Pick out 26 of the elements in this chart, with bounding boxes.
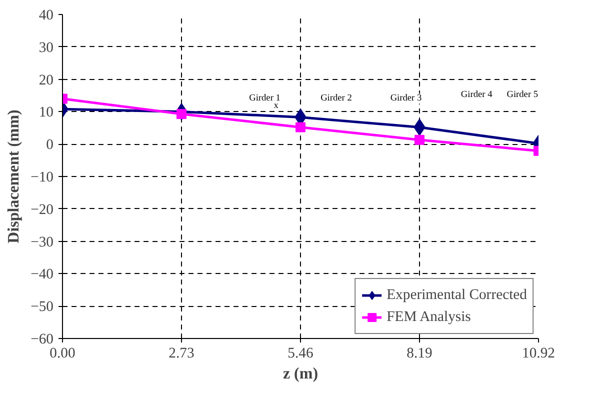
y-tick-label: 30 xyxy=(38,40,54,56)
x-tick-label: 10.92 xyxy=(522,346,555,362)
y-tick-label: 20 xyxy=(38,72,54,88)
y-tick-label: 40 xyxy=(38,8,54,24)
x-tick-label: 8.19 xyxy=(406,346,432,362)
y-tick-label: 10 xyxy=(38,104,54,121)
annotation: Girder 4 xyxy=(460,90,493,100)
x-tick-label: 2.73 xyxy=(168,346,194,362)
y-axis-title: Displacement (mm) xyxy=(6,110,23,244)
y-tick-label: −20 xyxy=(30,202,54,218)
legend-label: FEM Analysis xyxy=(386,308,471,326)
y-tick-label: −50 xyxy=(30,299,54,316)
y-tick-label: −30 xyxy=(30,234,54,250)
annotation: Girder 5 xyxy=(506,90,538,100)
y-tick-label: −40 xyxy=(30,266,54,283)
legend-label: Experimental Corrected xyxy=(386,286,527,304)
point xyxy=(414,134,424,145)
y-tick-label: −10 xyxy=(30,170,54,186)
annotation: Girder 3 xyxy=(390,94,422,104)
point xyxy=(296,122,306,132)
y-tick-label: 0 xyxy=(46,137,54,154)
x-tick-label: 5.46 xyxy=(288,346,314,362)
x-tick-label: 0.00 xyxy=(50,346,76,362)
annotation: Girder 2 xyxy=(320,94,352,104)
y-tick-label: −60 xyxy=(30,332,54,348)
x-axis-title: z (m) xyxy=(282,366,318,382)
